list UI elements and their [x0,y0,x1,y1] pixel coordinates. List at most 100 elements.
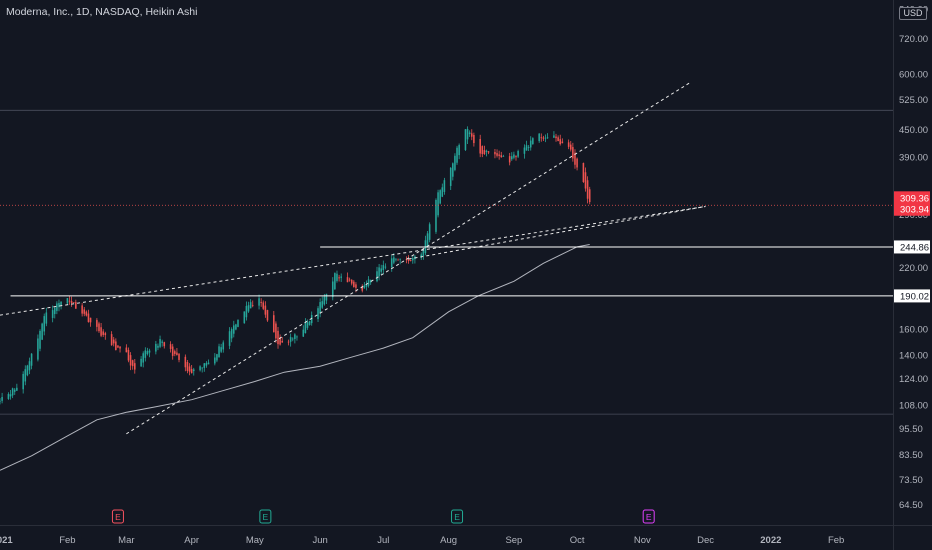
candle [159,338,161,347]
candle [129,355,132,366]
candle [483,150,486,154]
current-price-badge-box [894,191,930,205]
candle [468,132,471,135]
candle [437,192,439,216]
candle [355,284,357,288]
last-close-badge: 303.94 [900,205,929,216]
level-price-badge-box [894,289,930,303]
candle [567,142,570,147]
candle [572,147,574,159]
candle [426,233,429,247]
candle [237,319,239,327]
y-tick-label: 73.50 [899,475,923,486]
candle [407,259,410,261]
candle [338,277,340,279]
plot-area [0,81,893,471]
x-tick-label: May [246,535,264,546]
candle [188,366,191,372]
candle [30,353,33,366]
candle [96,320,98,327]
candle [220,347,222,352]
candle [584,172,587,189]
candle [98,323,100,332]
candle [466,128,469,140]
x-tick-label: Aug [440,535,457,546]
candle [378,267,380,277]
candle [441,187,444,197]
candle [131,360,134,367]
candle [393,257,395,263]
candle [186,361,189,371]
candle [304,322,307,334]
last-close-badge-box [894,202,930,216]
candle [262,302,265,309]
candle [582,162,585,183]
candle [340,276,342,278]
candle [420,254,423,258]
earnings-marker[interactable]: E [451,509,464,524]
candle [203,363,206,368]
currency-badge[interactable]: USD [899,7,927,20]
candle [542,137,545,139]
earnings-marker[interactable]: E [259,509,272,524]
y-tick-label: 108.00 [899,400,928,411]
candle [184,356,187,368]
candle [146,351,149,355]
candle [306,322,309,328]
candle [275,323,277,339]
candle [148,350,151,353]
candle [334,273,336,290]
candle [308,321,311,325]
candle [399,258,401,260]
candle [557,137,559,142]
candle [260,301,262,303]
candle [412,257,414,261]
candle [544,137,547,139]
candle [319,302,321,314]
candle [72,302,75,303]
candle [205,363,208,366]
y-tick-label: 95.50 [899,424,923,435]
candle [51,310,54,318]
candle [230,329,233,339]
candle [266,310,269,321]
x-tick-label: 2021 [0,535,13,546]
candle [100,327,102,336]
trendline [0,205,706,316]
candle [382,265,385,271]
candle [323,296,326,305]
candle [127,349,130,361]
x-tick-label: Apr [184,535,199,546]
candle [66,298,69,304]
x-tick-label: Sep [505,535,522,546]
candle [87,313,90,323]
candle [171,346,174,356]
candle [515,156,517,158]
candle [207,362,210,365]
earnings-marker-label: E [263,512,269,522]
candle [546,137,549,139]
candle [258,298,260,306]
candle [251,305,254,307]
candle [310,314,313,324]
candle [586,180,589,199]
candle [53,307,56,314]
candle [532,138,534,144]
candle [214,357,216,364]
candle [481,146,484,155]
candle [277,330,279,345]
earnings-marker[interactable]: E [642,509,655,524]
earnings-marker-label: E [646,512,652,522]
candle [134,363,136,370]
chart-title: Moderna, Inc., 1D, NASDAQ, Heikin Ashi [6,6,198,18]
earnings-marker[interactable]: E [111,509,124,524]
candle [58,302,60,308]
x-tick-label: Feb [59,535,75,546]
candle [294,334,296,340]
candle [243,311,246,324]
candle [361,286,364,291]
candle [346,277,349,283]
candle [473,134,475,144]
